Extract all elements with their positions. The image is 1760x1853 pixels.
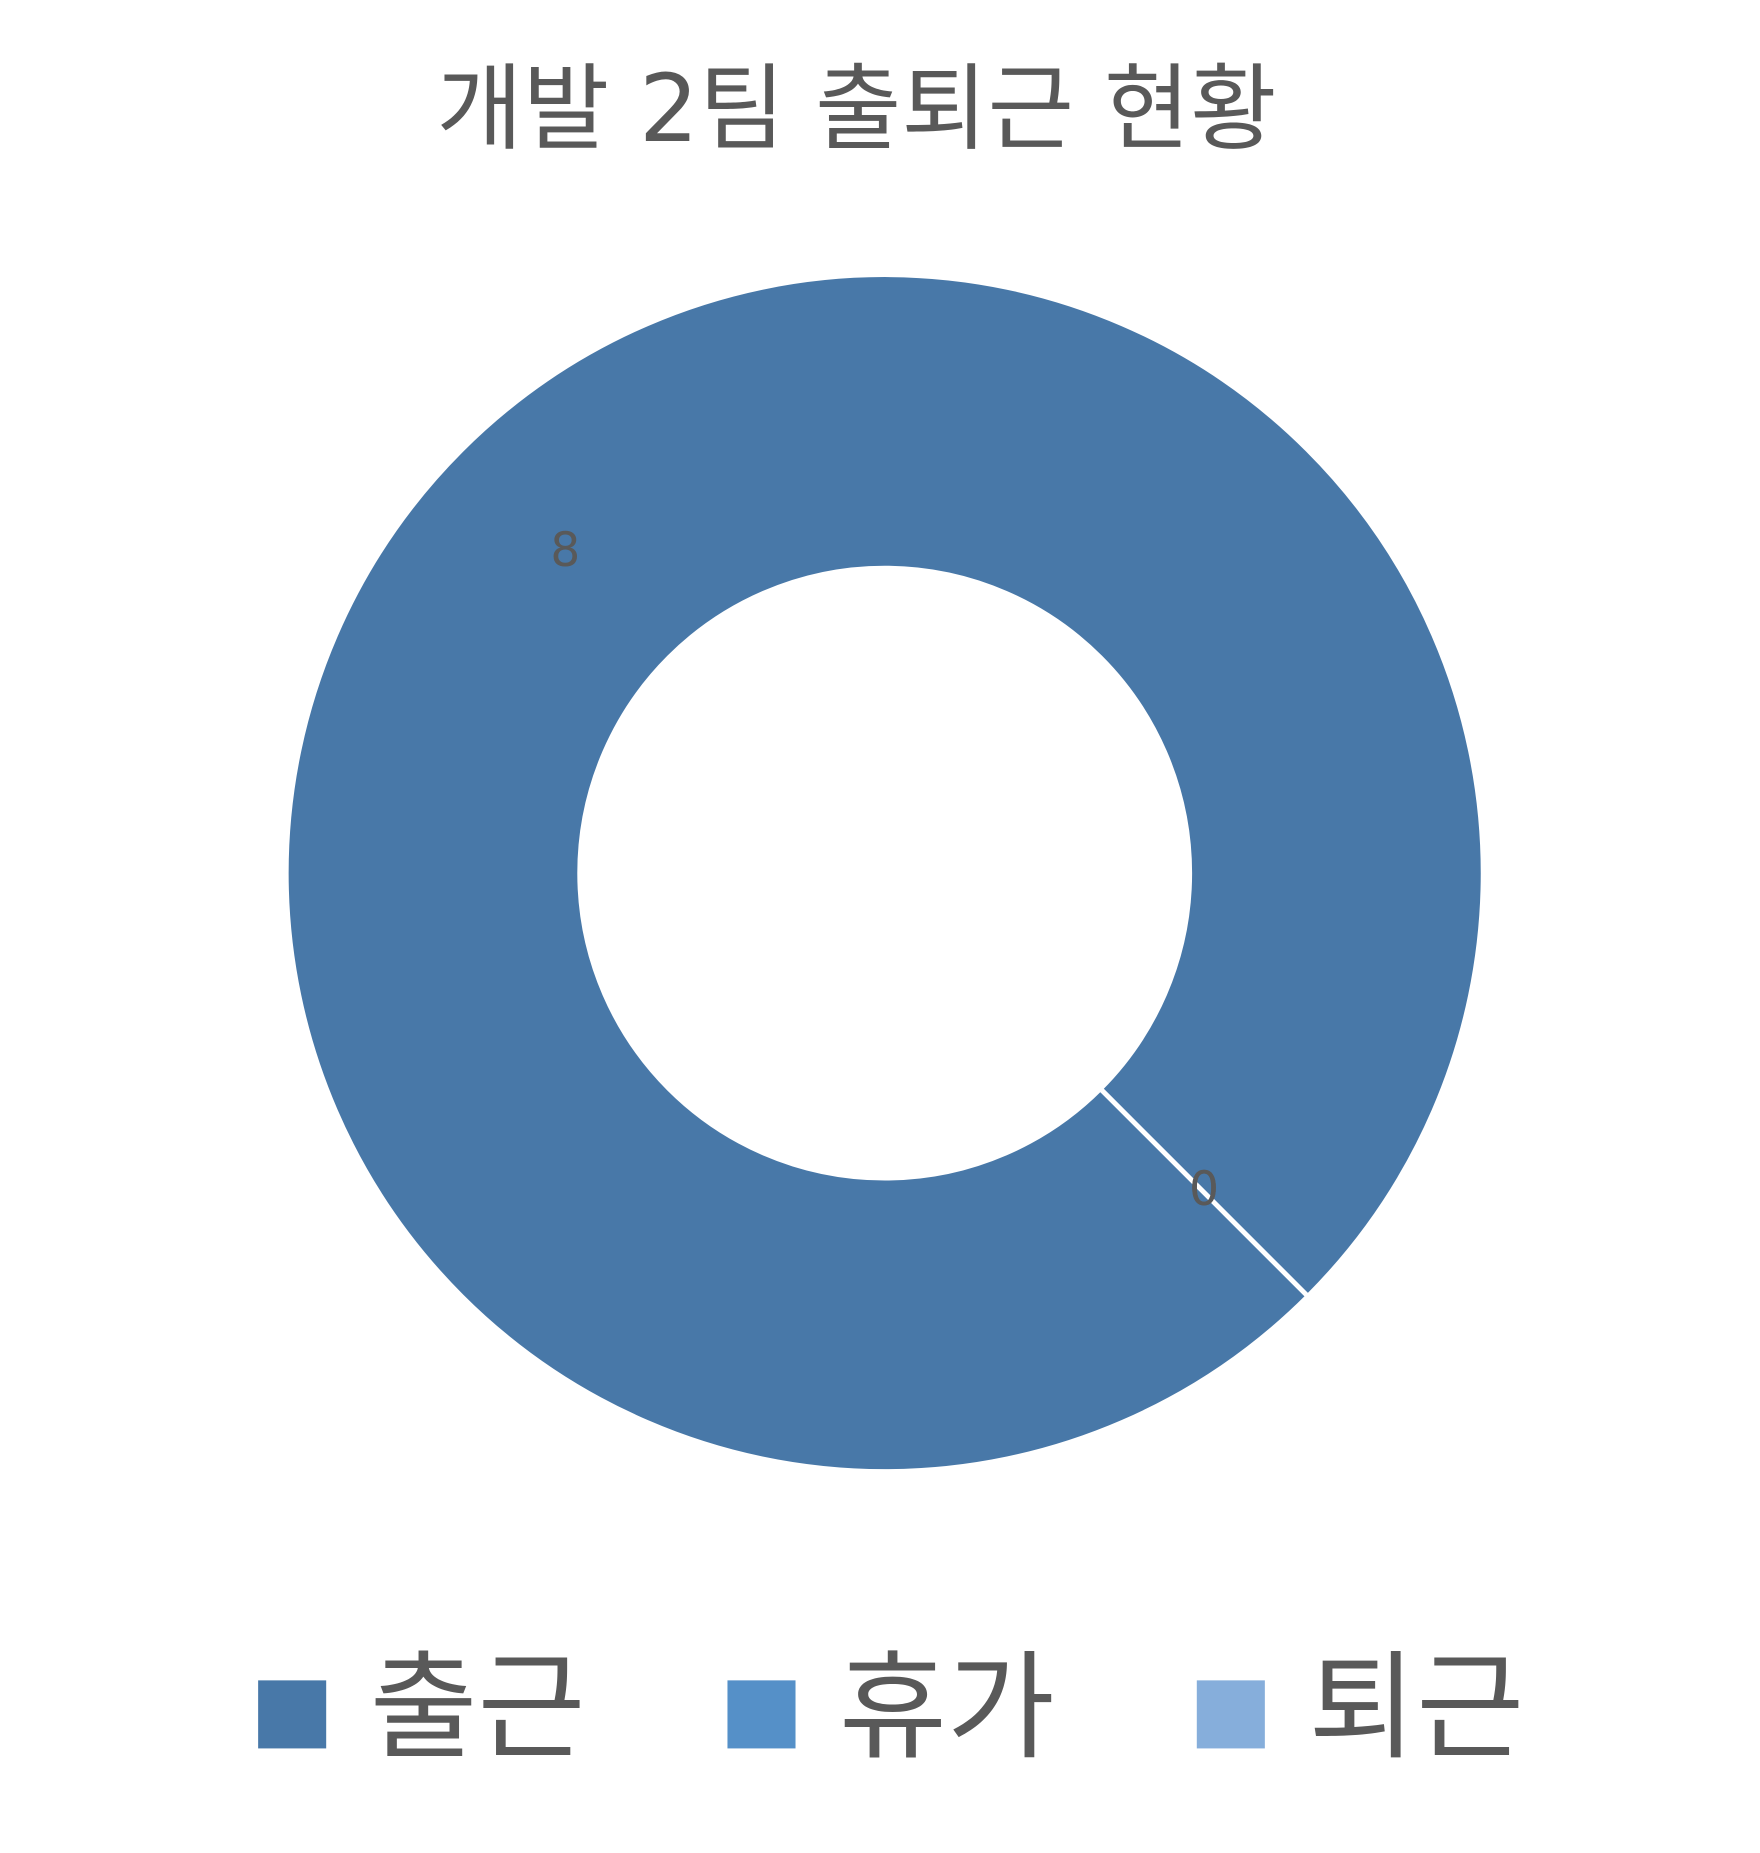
legend-label: 퇴근: [1308, 1639, 1524, 1776]
legend-swatch: [1196, 1680, 1265, 1749]
legend-swatch: [258, 1680, 327, 1749]
legend-swatch: [727, 1680, 796, 1749]
chart-title: 개발 2팀 출퇴근 현황: [437, 55, 1277, 164]
legend-label: 출근: [370, 1639, 586, 1776]
data-label: 8: [550, 523, 580, 578]
legend-label: 휴가: [839, 1639, 1055, 1776]
donut-slice: [1098, 1087, 1310, 1298]
data-label: 0: [1189, 1162, 1219, 1217]
data-label: 0: [1189, 1162, 1219, 1217]
